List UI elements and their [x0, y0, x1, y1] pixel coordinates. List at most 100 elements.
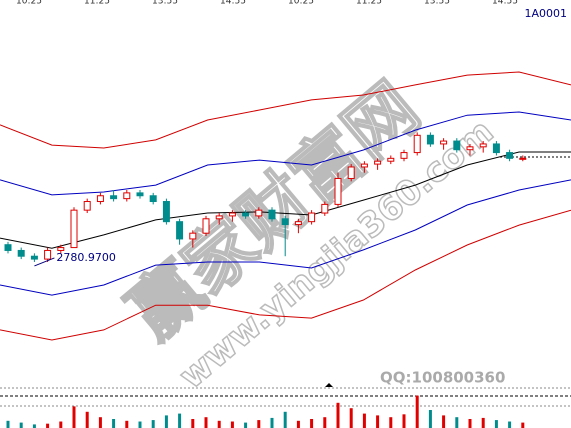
volume-bar [98, 417, 102, 428]
time-label: 10:25 [16, 0, 42, 7]
volume-bar [257, 420, 261, 428]
contact: QQ:100800360 [380, 369, 505, 387]
volume-bar [468, 419, 472, 428]
candle-body [17, 249, 25, 257]
volume-bar [72, 406, 76, 428]
volume-bar [32, 424, 36, 428]
candle-body [387, 157, 395, 162]
volume-bar [508, 421, 512, 428]
candle-body [453, 140, 461, 151]
band-line [0, 71, 571, 149]
candle-body [360, 163, 368, 168]
volume-bar [244, 422, 248, 428]
volume-bar [494, 420, 498, 428]
volume-bar [376, 415, 380, 428]
band-line [0, 111, 571, 196]
candle-body [30, 255, 38, 260]
volume-bar [46, 423, 50, 428]
volume-bar [323, 417, 327, 428]
candle-body [4, 244, 12, 251]
candle-body [268, 209, 276, 220]
volume-bar [85, 411, 89, 428]
volume-bar [310, 419, 314, 428]
volume-bar [6, 420, 10, 428]
candle-body [519, 157, 527, 160]
candle-body [57, 247, 65, 251]
band-line [0, 151, 571, 249]
volume-bar [349, 408, 353, 428]
time-label: 13:55 [152, 0, 178, 7]
volume-bar [191, 419, 195, 428]
time-label: 11:25 [356, 0, 382, 7]
candle-body [308, 212, 316, 223]
band-line [0, 209, 571, 341]
candle-body [149, 195, 157, 203]
volume-bar [283, 411, 287, 428]
symbol: 1A0001 [524, 7, 567, 20]
candle-body [440, 140, 448, 145]
volume-bar [455, 417, 459, 428]
volume-bar [125, 420, 129, 428]
volume-bar [138, 421, 142, 428]
candle-body [334, 177, 342, 205]
candle-body [176, 221, 184, 240]
volume-bar [204, 417, 208, 428]
time-label: 14:55 [492, 0, 518, 7]
candle-body [110, 195, 118, 200]
volume-bar [59, 421, 63, 428]
candle-body [506, 152, 514, 159]
candle-body [215, 215, 223, 220]
candle-body [492, 143, 500, 154]
volume-bar [19, 422, 23, 428]
volume-bar [178, 413, 182, 428]
candle-body [162, 201, 170, 223]
volume-bar [442, 415, 446, 428]
time-label: 13:55 [424, 0, 450, 7]
candle-body [466, 146, 474, 151]
candle-body [96, 195, 104, 203]
time-label: 14:55 [220, 0, 246, 7]
time-label: 11:25 [84, 0, 110, 7]
volume-bar [164, 415, 168, 428]
candle-body [189, 232, 197, 240]
candle-body [83, 201, 91, 211]
candle-body [136, 192, 144, 197]
volume-bar [428, 410, 432, 428]
volume-bar [336, 402, 340, 428]
candle-body [242, 212, 250, 217]
candle-body [281, 218, 289, 226]
volume-bar [521, 422, 525, 428]
candle-body [321, 203, 329, 214]
volume-bar [230, 421, 234, 428]
volume-bar [389, 417, 393, 428]
volume-bar [415, 395, 419, 428]
candle-body [70, 209, 78, 249]
volume-bar [296, 420, 300, 428]
candle-body [347, 166, 355, 179]
annotation-leader [34, 257, 55, 267]
candle-body [374, 160, 382, 165]
candle-body [426, 134, 434, 145]
annotation: 2780.9700 [56, 251, 116, 264]
volume-bar [217, 420, 221, 428]
volume-bar [270, 417, 274, 428]
candle-body [413, 134, 421, 154]
volume-bar [151, 420, 155, 428]
time-label: 10:25 [288, 0, 314, 7]
volume-bar [362, 413, 366, 428]
candle-body [255, 209, 263, 217]
volume-bar [481, 417, 485, 428]
marker [325, 383, 333, 387]
candle-body [44, 249, 52, 260]
candle-body [400, 152, 408, 159]
candle-body [202, 218, 210, 234]
candle-body [294, 221, 302, 226]
candle-body [479, 143, 487, 148]
volume-bar [402, 414, 406, 428]
volume-bar [112, 419, 116, 428]
candle-body [228, 212, 236, 217]
candle-body [123, 192, 131, 200]
band-line [0, 179, 571, 296]
